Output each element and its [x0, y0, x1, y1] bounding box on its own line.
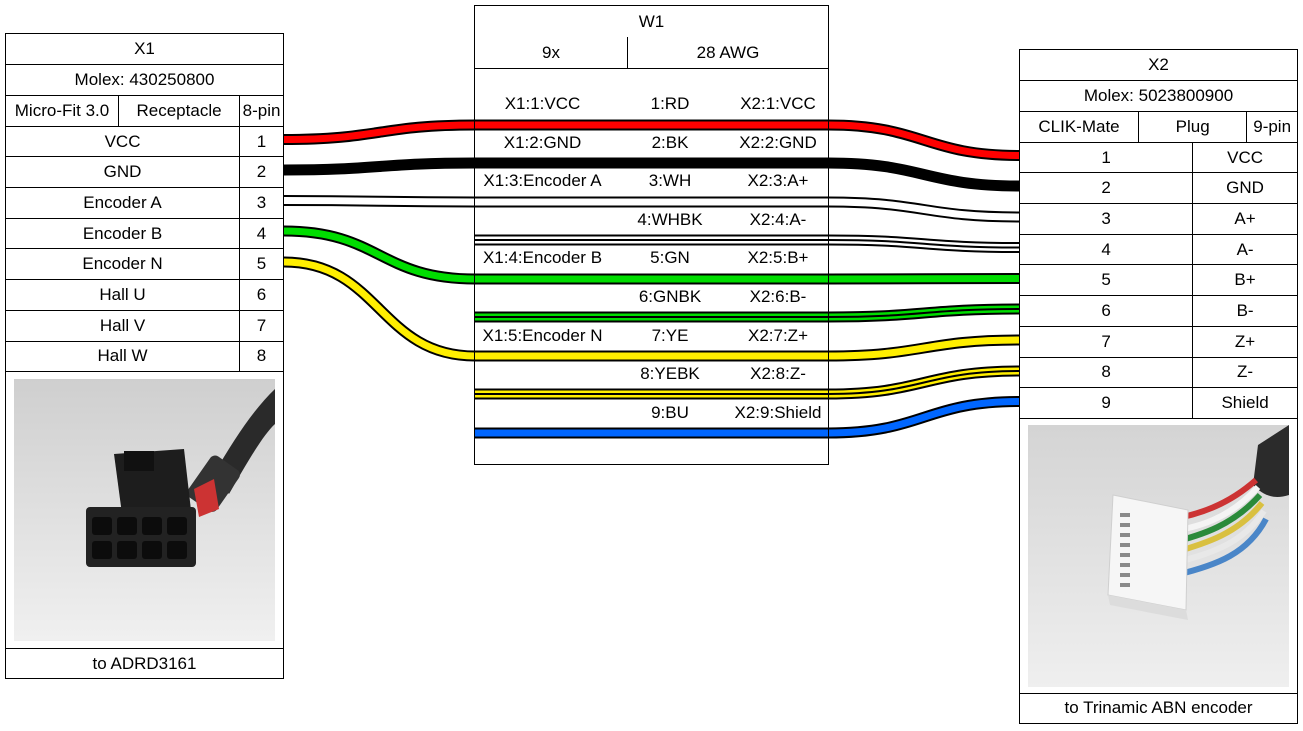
x1-pin-number: 4 — [239, 217, 284, 250]
w1-wire-from: X1:1:VCC — [504, 94, 581, 113]
wire-rd — [283, 121, 1021, 159]
x2-pin-number: 7 — [1018, 325, 1194, 358]
x1-pin-label: GND — [4, 156, 241, 189]
wire-bu — [475, 398, 1021, 437]
x2-pin-label: Z+ — [1192, 325, 1298, 358]
x2-pin-label: Shield — [1192, 387, 1298, 419]
x1-pin-number: 3 — [239, 187, 284, 219]
connector-x2: X2 Molex: 5023800900 CLIK-Mate Plug 9-pi… — [1018, 49, 1298, 724]
w1-wire-row: 4:WHBK X2:4:A- — [475, 210, 828, 230]
x1-photo-cell — [5, 371, 284, 650]
x2-series: CLIK-Mate — [1019, 111, 1139, 143]
w1-wire-row: X1:3:Encoder A 3:WH X2:3:A+ — [475, 171, 828, 191]
w1-wire-color: 3:WH — [648, 171, 692, 191]
w1-wire-to: X2:1:VCC — [740, 94, 816, 113]
x2-pin-number: 6 — [1018, 295, 1194, 327]
w1-wire-row: X1:5:Encoder N 7:YE X2:7:Z+ — [475, 326, 828, 346]
w1-wire-row: 6:GNBK X2:6:B- — [475, 287, 828, 307]
x2-pin-label: B+ — [1192, 264, 1298, 297]
connector-x1: X1 Molex: 430250800 Micro-Fit 3.0 Recept… — [4, 33, 284, 680]
x1-connector-photo — [14, 379, 275, 642]
w1-wire-from: X1:2:GND — [503, 132, 582, 152]
w1-wire-row: 9:BU X2:9:Shield — [475, 403, 828, 423]
x2-pin-label: A- — [1192, 233, 1298, 266]
x1-pin-number: 2 — [239, 156, 284, 189]
x2-note: to Trinamic ABN encoder — [1019, 692, 1298, 724]
w1-wire-from: X1:5:Encoder N — [482, 325, 603, 345]
wire-stripe — [475, 308, 1021, 318]
x2-gender: Plug — [1137, 111, 1248, 143]
w1-wire-color: 8:YEBK — [640, 364, 700, 384]
x1-pin-label: VCC — [4, 125, 241, 158]
cable-w1: W1 9x 28 AWG X1:1:VCC 1:RD X2:1:VCC X1:2:GN… — [474, 5, 829, 465]
w1-wire-row: X1:1:VCC 1:RD X2:1:VCC — [475, 94, 828, 114]
wire-stripe — [475, 370, 1021, 395]
x1-series: Micro-Fit 3.0 — [5, 95, 119, 127]
w1-wire-color: 4:WHBK — [637, 209, 703, 229]
x2-photo-cell — [1019, 417, 1298, 694]
x2-pin-number: 5 — [1018, 264, 1194, 297]
w1-wire-to: X2:3:A+ — [747, 171, 809, 191]
x1-pin-number: 8 — [239, 340, 284, 373]
w1-wire-to: X2:6:B- — [749, 287, 807, 306]
w1-wire-color: 1:RD — [650, 94, 690, 113]
x2-pin-number: 3 — [1018, 203, 1194, 235]
x1-pin-label: Encoder B — [4, 217, 241, 250]
x1-gender: Receptacle — [117, 95, 241, 127]
x2-pin-count: 9-pin — [1246, 111, 1298, 143]
x2-pin-label: Z- — [1192, 356, 1298, 389]
x1-pin-number: 1 — [239, 125, 284, 158]
w1-wire-count: 9x — [475, 37, 628, 69]
x2-pin-number: 1 — [1018, 141, 1194, 174]
x1-pin-label: Encoder A — [4, 187, 241, 219]
x2-title: X2 — [1019, 49, 1298, 81]
x2-part-number: Molex: 5023800900 — [1019, 80, 1298, 112]
w1-wire-color: 2:BK — [651, 132, 689, 152]
x2-pin-number: 8 — [1018, 356, 1194, 389]
w1-wire-to: X2:2:GND — [739, 132, 817, 152]
x2-pin-number: 4 — [1018, 233, 1194, 266]
w1-wire-row: X1:2:GND 2:BK X2:2:GND — [475, 133, 828, 153]
x1-pin-label: Encoder N — [4, 248, 241, 281]
x1-pin-number: 5 — [239, 248, 284, 281]
x1-pin-label: Hall W — [4, 340, 241, 373]
x1-note: to ADRD3161 — [5, 648, 284, 680]
x1-part-number: Molex: 430250800 — [5, 64, 284, 96]
w1-title: W1 — [475, 6, 828, 38]
x2-pin-number: 2 — [1018, 172, 1194, 205]
x1-pin-number: 6 — [239, 279, 284, 311]
w1-wire-color: 9:BU — [651, 402, 689, 422]
w1-wire-color: 6:GNBK — [638, 287, 702, 306]
w1-wire-row: X1:4:Encoder B 5:GN X2:5:B+ — [475, 248, 828, 268]
x1-pin-label: Hall V — [4, 309, 241, 342]
w1-wire-color: 7:YE — [651, 325, 689, 345]
x1-title: X1 — [5, 33, 284, 65]
wire-bk — [283, 159, 1021, 190]
x2-pin-number: 9 — [1018, 387, 1194, 419]
w1-wire-row: 8:YEBK X2:8:Z- — [475, 364, 828, 384]
x2-pin-label: VCC — [1192, 141, 1298, 174]
w1-wire-to: X2:4:A- — [749, 209, 807, 229]
w1-wire-color: 5:GN — [650, 248, 690, 268]
w1-wire-to: X2:9:Shield — [734, 402, 822, 422]
x2-pin-label: A+ — [1192, 203, 1298, 235]
wire-stripe — [475, 239, 1021, 249]
w1-gauge: 28 AWG — [628, 37, 828, 69]
x1-pin-label: Hall U — [4, 279, 241, 311]
w1-wire-to: X2:8:Z- — [750, 364, 806, 384]
w1-wire-to: X2:7:Z+ — [747, 325, 808, 345]
x1-pin-count: 8-pin — [239, 95, 284, 127]
w1-wire-from: X1:4:Encoder B — [482, 248, 603, 268]
w1-wire-from: X1:3:Encoder A — [483, 171, 602, 191]
x1-pin-number: 7 — [239, 309, 284, 342]
x2-connector-photo — [1028, 424, 1289, 687]
x2-pin-label: GND — [1192, 172, 1298, 205]
w1-wire-to: X2:5:B+ — [747, 248, 809, 268]
x2-pin-label: B- — [1192, 295, 1298, 327]
